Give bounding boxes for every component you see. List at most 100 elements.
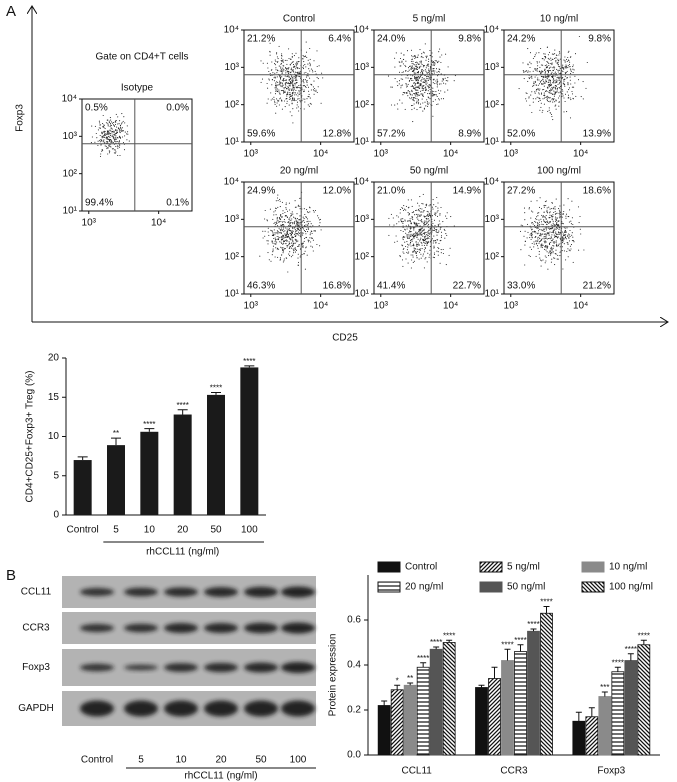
event-dot [313,93,315,95]
event-dot [538,83,541,85]
event-dot [422,95,425,97]
event-dot [315,90,317,92]
event-dot [409,65,411,67]
event-dot [419,232,421,234]
event-dot [285,70,287,72]
event-dot [285,235,287,237]
event-dot [306,224,309,226]
event-dot [556,237,559,239]
event-dot [533,85,535,87]
event-dot [429,216,431,218]
event-dot [539,223,541,226]
event-dot [558,209,560,211]
event-dot [304,64,306,66]
plot-frame [373,29,485,143]
event-dot [422,221,424,223]
event-dot [102,140,104,142]
event-dot [287,271,289,273]
event-dot [418,233,420,235]
event-dot [416,66,419,69]
event-dot [557,79,559,81]
event-dot [405,92,408,94]
event-dot [439,228,441,230]
event-dot [286,257,288,259]
event-dot [293,233,295,235]
event-dot [275,67,277,69]
event-dot [538,52,540,54]
event-dot [306,254,308,256]
event-dot [292,82,294,84]
event-dot [542,238,544,240]
event-dot [424,43,426,45]
event-dot [297,106,299,108]
event-dot [428,214,431,216]
event-dot [306,82,308,84]
event-dot [519,230,522,232]
event-dot [298,219,300,221]
event-dot [291,247,293,249]
event-dot [302,80,304,82]
event-dot [424,251,426,253]
event-dot [544,82,546,84]
event-dot [276,221,278,223]
event-dot [535,84,538,86]
event-dot [563,210,565,213]
event-dot [524,244,526,246]
event-dot [397,108,399,110]
event-dot [539,228,541,230]
event-dot [108,120,110,122]
event-dot [440,61,442,64]
bar [442,642,456,756]
event-dot [418,229,421,231]
event-dot [548,206,550,208]
event-dot [298,231,300,233]
event-dot [396,215,398,217]
event-dot [301,242,304,244]
x-axis-title: rhCCL11 (ng/ml) [146,547,219,558]
event-dot [311,231,313,233]
event-dot [552,88,554,90]
event-dot [284,79,286,82]
event-dot [297,253,299,255]
event-dot [538,212,540,214]
event-dot [274,87,276,89]
event-dot [406,236,408,238]
event-dot [566,227,568,229]
event-dot [412,233,414,235]
event-dot [539,66,541,68]
event-dot [407,83,409,85]
y-tick-label: 10⁴ [224,177,239,188]
event-dot [541,223,543,225]
event-dot [423,64,425,66]
event-dot [291,237,293,239]
event-dot [557,62,559,64]
event-dot [295,76,297,78]
event-dot [298,98,300,100]
event-dot [293,90,295,92]
event-dot [427,65,429,67]
x-tick-label: 10⁴ [573,301,588,312]
event-dot [538,92,540,94]
event-dot [288,84,290,86]
y-tick-label: 10² [225,99,240,110]
event-dot [302,68,305,70]
event-dot [416,68,419,70]
event-dot [288,241,290,243]
event-dot [281,230,283,232]
event-dot [306,221,308,223]
event-dot [281,238,283,240]
bar [637,644,651,756]
event-dot [411,84,413,86]
event-dot [429,84,431,86]
event-dot [540,238,542,240]
event-dot [434,213,436,215]
event-dot [435,214,437,216]
plot-frame [373,181,485,295]
event-dot [295,99,297,102]
event-dot [553,224,555,226]
event-dot [283,260,285,262]
event-dot [544,81,546,83]
event-dot [280,90,282,92]
event-dot [267,240,269,242]
event-dot [439,262,441,264]
